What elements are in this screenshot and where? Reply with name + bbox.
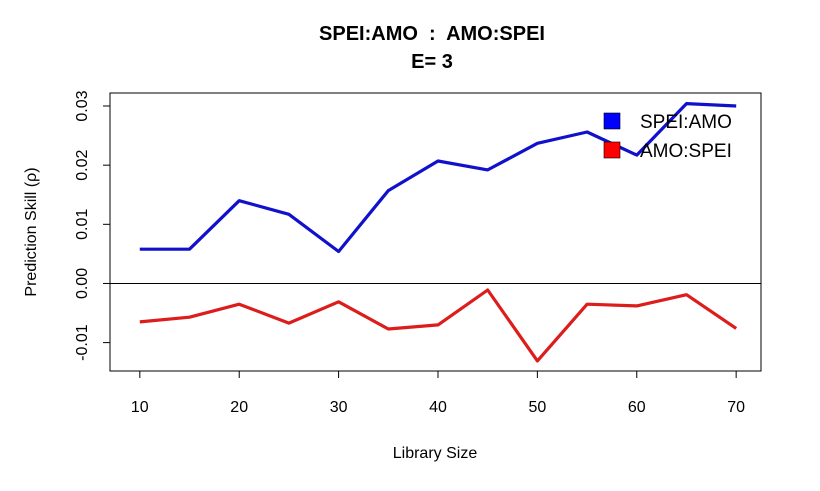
y-axis-label: Prediction Skill (ρ) — [23, 167, 40, 296]
x-tick-label: 10 — [131, 399, 149, 416]
y-tick-label: -0.01 — [74, 324, 91, 361]
legend-label: AMO:SPEI — [640, 141, 732, 162]
series-line-spei-amo — [139, 101, 737, 254]
legend-swatch — [603, 112, 621, 130]
x-tick-label: 20 — [230, 399, 248, 416]
y-axis: -0.01 0.00 0.01 0.02 0.03 — [74, 90, 110, 361]
y-tick-label: 0.01 — [74, 209, 91, 240]
y-tick-label: 0.03 — [74, 90, 91, 121]
chart-title: SPEI:AMO : AMO:SPEI — [319, 23, 545, 45]
y-tick-label: 0.00 — [74, 268, 91, 299]
series-layer — [139, 101, 738, 363]
series-line-amo-spei — [139, 288, 738, 363]
legend-swatch — [603, 141, 621, 159]
plot-area-frame — [109, 92, 762, 372]
x-axis-label: Library Size — [393, 445, 478, 462]
x-tick-label: 70 — [727, 399, 745, 416]
y-tick-label: 0.02 — [74, 149, 91, 180]
x-tick-label: 30 — [330, 399, 348, 416]
chart-subtitle: E= 3 — [411, 51, 453, 73]
x-axis: 10 20 30 40 50 60 70 — [131, 371, 745, 416]
x-tick-label: 60 — [628, 399, 646, 416]
legend-label: SPEI:AMO — [640, 112, 732, 133]
legend: SPEI:AMO AMO:SPEI — [603, 112, 732, 162]
x-tick-label: 50 — [528, 399, 546, 416]
x-tick-label: 40 — [429, 399, 447, 416]
